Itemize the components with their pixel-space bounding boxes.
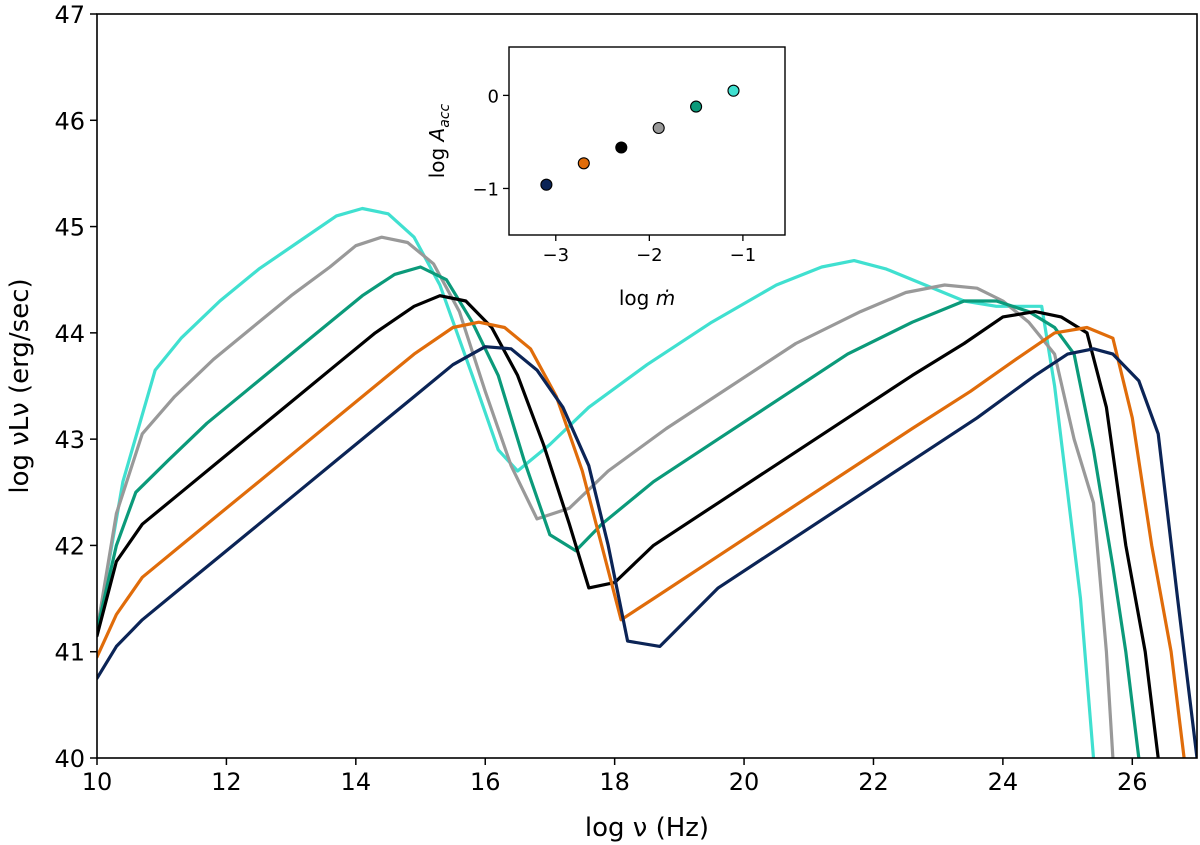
main-y-axis-title: log νLν (erg/sec) bbox=[5, 278, 35, 493]
sed-series-line-3 bbox=[97, 265, 1141, 758]
sed-series-line-6 bbox=[97, 345, 1197, 758]
inset-x-tick-label: −2 bbox=[636, 245, 663, 266]
main-x-tick-label: 14 bbox=[341, 768, 372, 796]
main-y-tick-label: 43 bbox=[54, 426, 85, 454]
inset-plot-frame bbox=[508, 46, 786, 236]
sed-series-line-4 bbox=[97, 294, 1160, 758]
main-y-tick-label: 46 bbox=[54, 107, 85, 135]
inset-point-3 bbox=[615, 141, 628, 154]
inset-y-axis-title: log Aacc bbox=[425, 103, 453, 178]
inset-y-ticks: −1 0 bbox=[472, 86, 509, 200]
main-plot-frame bbox=[96, 13, 1198, 759]
main-y-tick-label: 47 bbox=[54, 1, 85, 29]
main-x-tick-label: 20 bbox=[729, 768, 760, 796]
inset-background bbox=[509, 47, 785, 235]
main-plot: 10 12 14 16 18 20 22 24 26 40 41 42 43 44 45 46 47 log … bbox=[5, 1, 1198, 843]
sed-series-line-1 bbox=[97, 206, 1096, 758]
inset-point-6 bbox=[727, 84, 740, 97]
main-series-group bbox=[97, 206, 1197, 758]
inset-point-5 bbox=[690, 100, 703, 113]
inset-point-1 bbox=[540, 178, 553, 191]
main-y-tick-label: 42 bbox=[54, 532, 85, 560]
main-y-tick-label: 45 bbox=[54, 214, 85, 242]
inset-points-group bbox=[540, 84, 740, 191]
main-x-tick-label: 12 bbox=[211, 768, 242, 796]
inset-point-2 bbox=[577, 157, 590, 170]
sed-series-line-2 bbox=[97, 235, 1115, 758]
sed-series-line-5 bbox=[97, 320, 1186, 758]
main-y-tick-label: 41 bbox=[54, 639, 85, 667]
main-y-ticks: 40 41 42 43 44 45 46 47 bbox=[54, 1, 97, 773]
main-x-tick-label: 10 bbox=[82, 768, 113, 796]
inset-x-ticks: −3 −2 −1 bbox=[543, 235, 757, 266]
inset-x-axis-title: log ṁ bbox=[619, 286, 675, 310]
main-x-tick-label: 24 bbox=[988, 768, 1019, 796]
main-x-tick-label: 22 bbox=[858, 768, 889, 796]
inset-y-tick-label: 0 bbox=[488, 86, 499, 107]
inset-y-tick-label: −1 bbox=[472, 179, 499, 200]
inset-x-tick-label: −1 bbox=[730, 245, 757, 266]
main-x-axis-title: log ν (Hz) bbox=[585, 813, 709, 843]
main-y-tick-label: 40 bbox=[54, 745, 85, 773]
main-x-tick-label: 16 bbox=[470, 768, 501, 796]
main-y-tick-label: 44 bbox=[54, 320, 85, 348]
inset-plot: −3 −2 −1 −1 0 log ṁ log Aacc bbox=[425, 46, 786, 310]
inset-x-tick-label: −3 bbox=[543, 245, 570, 266]
inset-point-4 bbox=[652, 121, 665, 135]
main-x-ticks: 10 12 14 16 18 20 22 24 26 bbox=[82, 758, 1148, 796]
main-x-tick-label: 26 bbox=[1117, 768, 1148, 796]
main-x-tick-label: 18 bbox=[599, 768, 630, 796]
